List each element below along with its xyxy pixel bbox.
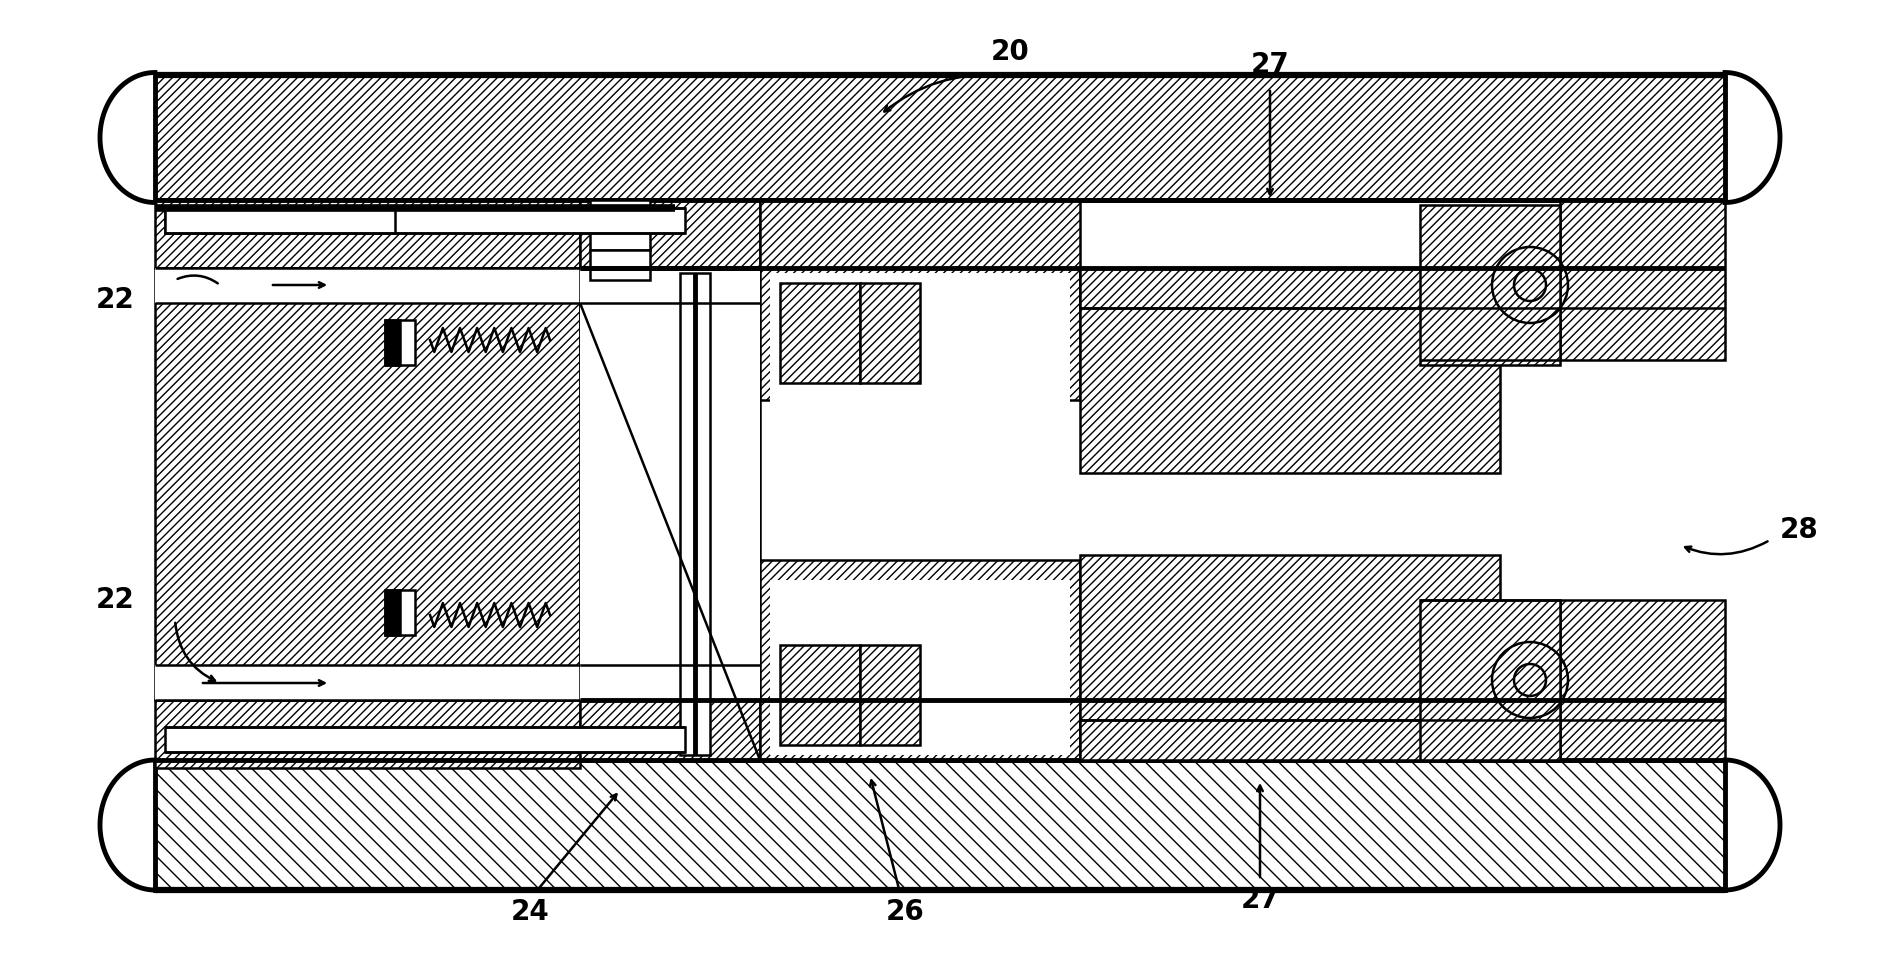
Polygon shape xyxy=(165,208,394,233)
Bar xyxy=(580,200,761,760)
Bar xyxy=(761,560,1080,760)
Text: 28: 28 xyxy=(1780,516,1818,544)
Bar xyxy=(1080,720,1501,760)
Bar xyxy=(1080,268,1501,308)
Bar xyxy=(779,283,860,383)
Bar xyxy=(156,268,580,303)
Bar xyxy=(385,320,415,365)
Bar xyxy=(860,645,920,745)
Bar xyxy=(590,200,650,250)
Text: 22: 22 xyxy=(96,286,135,314)
Text: 26: 26 xyxy=(886,898,924,926)
Bar xyxy=(385,320,400,365)
Bar xyxy=(165,727,685,752)
Bar xyxy=(580,268,761,700)
Bar xyxy=(156,75,1726,200)
Text: 27: 27 xyxy=(1241,886,1279,914)
Bar xyxy=(860,283,920,383)
Bar xyxy=(1420,600,1561,760)
Bar xyxy=(165,208,685,233)
Bar xyxy=(1420,205,1561,365)
Bar xyxy=(156,760,1726,890)
Bar xyxy=(770,580,1070,755)
Bar xyxy=(156,700,580,768)
Bar xyxy=(385,590,415,635)
Text: 27: 27 xyxy=(1251,51,1290,79)
Text: 20: 20 xyxy=(990,38,1029,66)
Bar xyxy=(680,273,710,755)
Bar xyxy=(1080,555,1501,760)
Bar xyxy=(761,200,1080,400)
Bar xyxy=(156,268,580,700)
Bar xyxy=(156,200,580,268)
Text: 22: 22 xyxy=(96,586,135,614)
Text: 24: 24 xyxy=(511,898,550,926)
Bar xyxy=(770,273,1070,448)
Bar xyxy=(385,590,400,635)
Bar xyxy=(590,250,650,280)
Bar xyxy=(1561,200,1726,360)
Bar xyxy=(779,645,860,745)
Bar xyxy=(1080,268,1501,473)
Bar xyxy=(156,665,580,700)
Bar xyxy=(1561,600,1726,760)
